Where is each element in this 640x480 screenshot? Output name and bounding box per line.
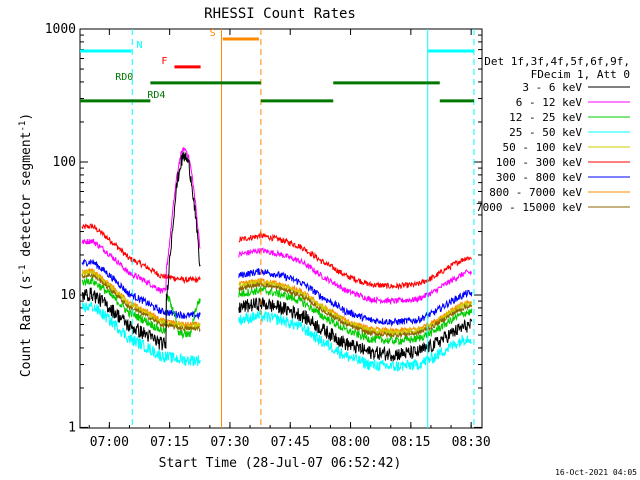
flag-label: S (210, 28, 216, 39)
series-line (238, 281, 473, 339)
legend-entry-label: 100 - 300 keV (496, 156, 582, 169)
y-tick-label: 1 (68, 420, 76, 435)
series-line (81, 276, 201, 340)
x-tick-label: 07:00 (90, 435, 129, 450)
legend-entry-label: 6 - 12 keV (516, 96, 583, 109)
y-tick-label: 1000 (45, 22, 76, 37)
x-tick-label: 08:30 (452, 435, 491, 450)
series-line (81, 267, 201, 328)
legend-entry-label: 25 - 50 keV (509, 126, 582, 139)
series-line (238, 285, 473, 346)
y-tick-label: 10 (60, 288, 76, 303)
legend: Det 1f,3f,4f,5f,6f,9f,FDecim 1, Att 03 -… (476, 55, 630, 214)
x-axis-label: Start Time (28-Jul-07 06:52:42) (159, 456, 402, 471)
flag-label: N (136, 40, 142, 51)
legend-entry-label: 12 - 25 keV (509, 111, 582, 124)
series-line (81, 152, 201, 351)
flag-label: RD0 (115, 72, 133, 83)
series-line (238, 297, 473, 362)
flag-label: RD4 (147, 90, 165, 101)
flag-label: F (161, 56, 167, 67)
x-tick-label: 08:15 (391, 435, 430, 450)
series-line (238, 230, 473, 291)
x-tick-label: 08:00 (331, 435, 370, 450)
x-tick-label: 07:30 (210, 435, 249, 450)
series-line (238, 268, 473, 327)
legend-entry-label: 800 - 7000 keV (489, 186, 582, 199)
legend-header: FDecim 1, Att 0 (531, 68, 630, 81)
legend-entry-label: 300 - 800 keV (496, 171, 582, 184)
series-line (238, 247, 473, 306)
series-line (81, 301, 201, 367)
plot-frame (79, 28, 483, 429)
series-line (238, 309, 473, 372)
x-tick-label: 07:15 (150, 435, 189, 450)
x-tick-label: 07:45 (271, 435, 310, 450)
series-line (81, 258, 201, 321)
series-line (81, 223, 201, 285)
series-line (81, 147, 201, 294)
y-axis-label: Count Rate (s-1 detector segment-1) (18, 113, 34, 377)
y-tick-label: 100 (53, 155, 76, 170)
legend-entry-label: 50 - 100 keV (503, 141, 583, 154)
series-line (81, 272, 201, 333)
legend-entry-label: 3 - 6 keV (522, 81, 582, 94)
legend-header: Det 1f,3f,4f,5f,6f,9f, (484, 55, 630, 68)
plot-area: 07:00 07:15 07:30 07:45 08:00 08:15 08:30 1 10 10… (45, 22, 491, 450)
timestamp-label: 16-Oct-2021 04:05 (555, 468, 637, 477)
legend-entry-label: 7000 - 15000 keV (476, 201, 582, 214)
chart-title: RHESSI Count Rates (204, 6, 356, 22)
